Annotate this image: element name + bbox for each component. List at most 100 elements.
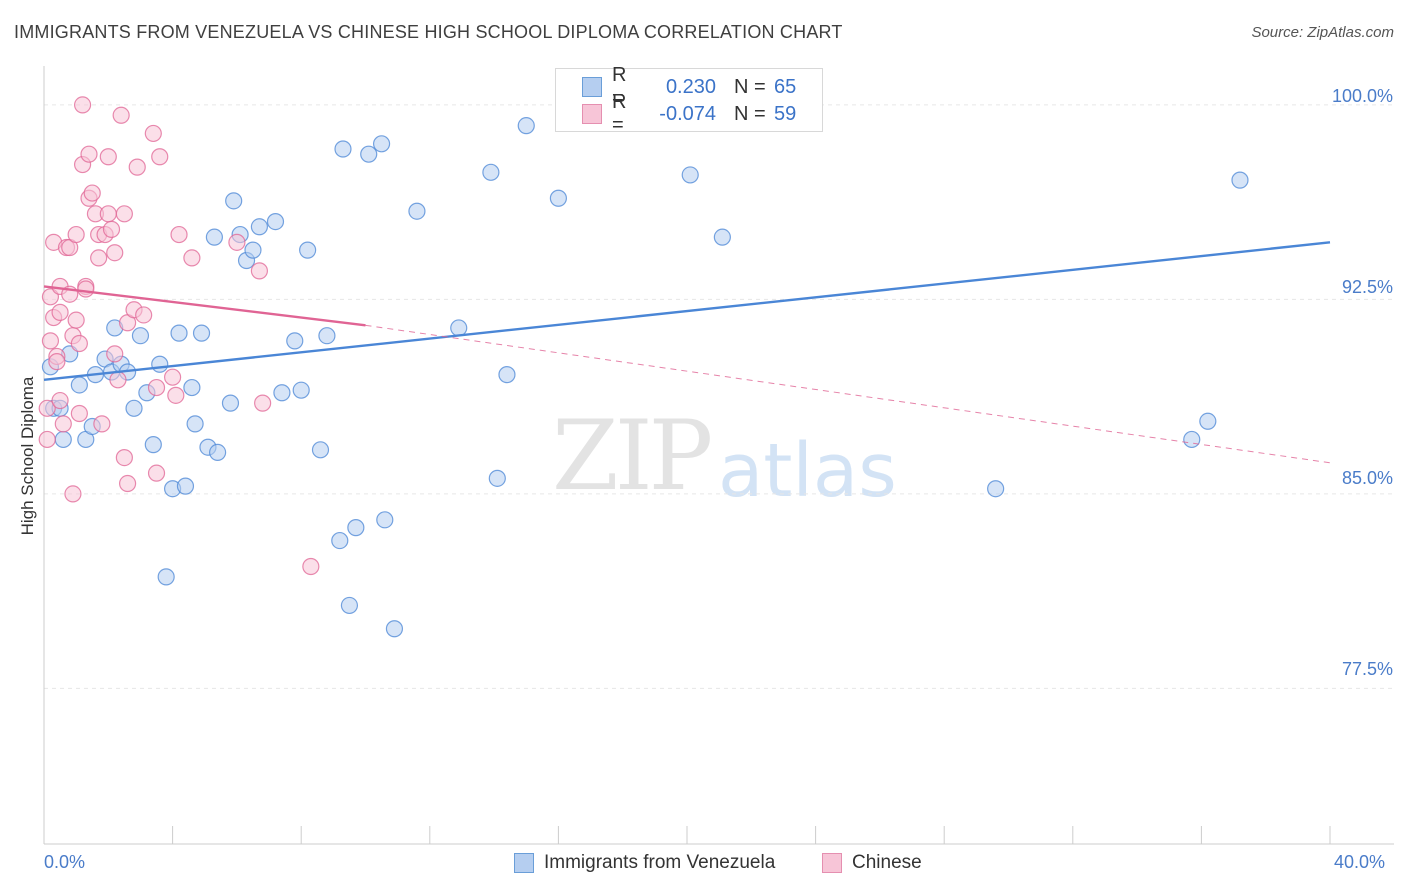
venezuela-point xyxy=(340,596,359,615)
bottom-legend-swatch-chinese xyxy=(822,853,842,873)
chinese-point xyxy=(135,306,153,324)
chinese-point xyxy=(106,345,124,363)
venezuela-point xyxy=(225,192,243,210)
chinese-point xyxy=(118,474,137,493)
chinese-point xyxy=(90,249,108,267)
chart-title: IMMIGRANTS FROM VENEZUELA VS CHINESE HIG… xyxy=(14,22,843,42)
bottom-legend-label-venezuela: Immigrants from Venezuela xyxy=(544,852,776,873)
chinese-point xyxy=(54,415,72,433)
chinese-point xyxy=(99,205,117,223)
chinese-trend-line xyxy=(43,285,366,327)
venezuela-point xyxy=(1199,412,1217,430)
venezuela-point xyxy=(125,399,143,417)
venezuela-point xyxy=(376,511,394,529)
bottom-legend-swatch-venezuela xyxy=(514,853,534,873)
venezuela-point xyxy=(250,218,269,236)
chinese-point xyxy=(51,391,69,410)
legend-n-label: N = xyxy=(734,75,766,98)
venezuela-point xyxy=(273,384,291,402)
venezuela-point xyxy=(70,376,88,394)
chinese-point xyxy=(112,106,130,124)
stats-legend: R = 0.230 N = 65 R = -0.074 N = 59 xyxy=(555,64,823,136)
venezuela-point xyxy=(488,469,506,487)
venezuela-point xyxy=(192,324,211,342)
x-tick-label-max: 40.0% xyxy=(1334,852,1386,872)
venezuela-point xyxy=(311,441,330,459)
chinese-point xyxy=(38,430,56,449)
chinese-point xyxy=(48,353,66,371)
chinese-point xyxy=(77,280,95,298)
legend-r-label: R = xyxy=(612,64,627,109)
chinese-point xyxy=(51,303,69,321)
venezuela-point xyxy=(170,324,188,342)
venezuela-point xyxy=(131,327,150,345)
venezuela-point xyxy=(1183,430,1201,449)
watermark-zip: ZIP xyxy=(552,400,713,512)
chinese-point xyxy=(151,148,169,166)
chinese-point xyxy=(250,262,269,280)
venezuela-point xyxy=(1231,171,1249,189)
venezuela-trend-line xyxy=(43,241,1331,381)
venezuela-point xyxy=(299,241,317,259)
venezuela-point xyxy=(549,189,568,207)
legend-n-value: 65 xyxy=(774,75,797,98)
bottom-legend-chinese: Chinese xyxy=(822,852,922,874)
y-tick-label-85: 85.0% xyxy=(1341,468,1393,488)
y-tick-label-77-5: 77.5% xyxy=(1341,659,1393,679)
chinese-trend-extension xyxy=(365,324,1331,464)
legend-r-value: 0.230 xyxy=(665,75,716,98)
legend-swatch-chinese xyxy=(582,104,602,124)
y-axis-label: High School Diploma xyxy=(18,376,37,536)
chinese-point xyxy=(70,334,88,353)
legend-r-label: R = xyxy=(612,91,627,136)
venezuela-point xyxy=(221,394,240,412)
venezuela-point xyxy=(331,531,349,550)
chinese-point xyxy=(99,148,117,166)
venezuela-point xyxy=(498,366,516,384)
venezuela-point xyxy=(408,202,426,220)
chinese-point xyxy=(67,225,85,244)
legend-row-venezuela: R = 0.230 N = 65 xyxy=(582,64,797,109)
chinese-point xyxy=(73,96,92,114)
chinese-point xyxy=(41,332,60,350)
chinese-point xyxy=(128,158,146,176)
chinese-point xyxy=(93,415,111,433)
x-tick-label-min: 0.0% xyxy=(44,852,86,872)
venezuela-point xyxy=(987,480,1005,498)
chinese-point xyxy=(80,145,98,163)
venezuela-point xyxy=(186,415,204,433)
chinese-point xyxy=(38,399,56,417)
venezuela-point xyxy=(360,145,378,163)
chinese-point xyxy=(302,557,320,576)
chinese-point xyxy=(109,371,127,389)
chinese-point xyxy=(147,378,166,397)
venezuela-point xyxy=(266,213,285,231)
chinese-point xyxy=(164,368,182,386)
legend-swatch-venezuela xyxy=(582,77,602,97)
venezuela-point xyxy=(183,378,201,397)
venezuela-point xyxy=(347,519,365,537)
chinese-point xyxy=(183,249,201,267)
chinese-point xyxy=(70,404,88,423)
bottom-legend-label-chinese: Chinese xyxy=(852,852,922,873)
venezuela-point xyxy=(334,140,352,158)
chinese-point xyxy=(144,124,162,143)
venezuela-point xyxy=(209,443,227,462)
y-tick-label-100: 100.0% xyxy=(1331,86,1393,106)
venezuela-point xyxy=(54,430,72,449)
chinese-point xyxy=(228,233,246,251)
watermark-atlas: atlas xyxy=(718,428,897,514)
legend-n-label: N = xyxy=(734,102,766,125)
chinese-point xyxy=(147,464,166,482)
chinese-point xyxy=(170,225,188,244)
chinese-point xyxy=(102,220,121,238)
chinese-point xyxy=(115,448,133,467)
venezuela-point xyxy=(482,163,500,181)
venezuela-point xyxy=(681,166,699,184)
venezuela-point xyxy=(450,319,468,337)
legend-n-value: 59 xyxy=(774,102,797,125)
venezuela-point xyxy=(292,381,310,399)
source-label: Source: ZipAtlas.com xyxy=(1251,24,1394,41)
chinese-point xyxy=(254,394,272,412)
